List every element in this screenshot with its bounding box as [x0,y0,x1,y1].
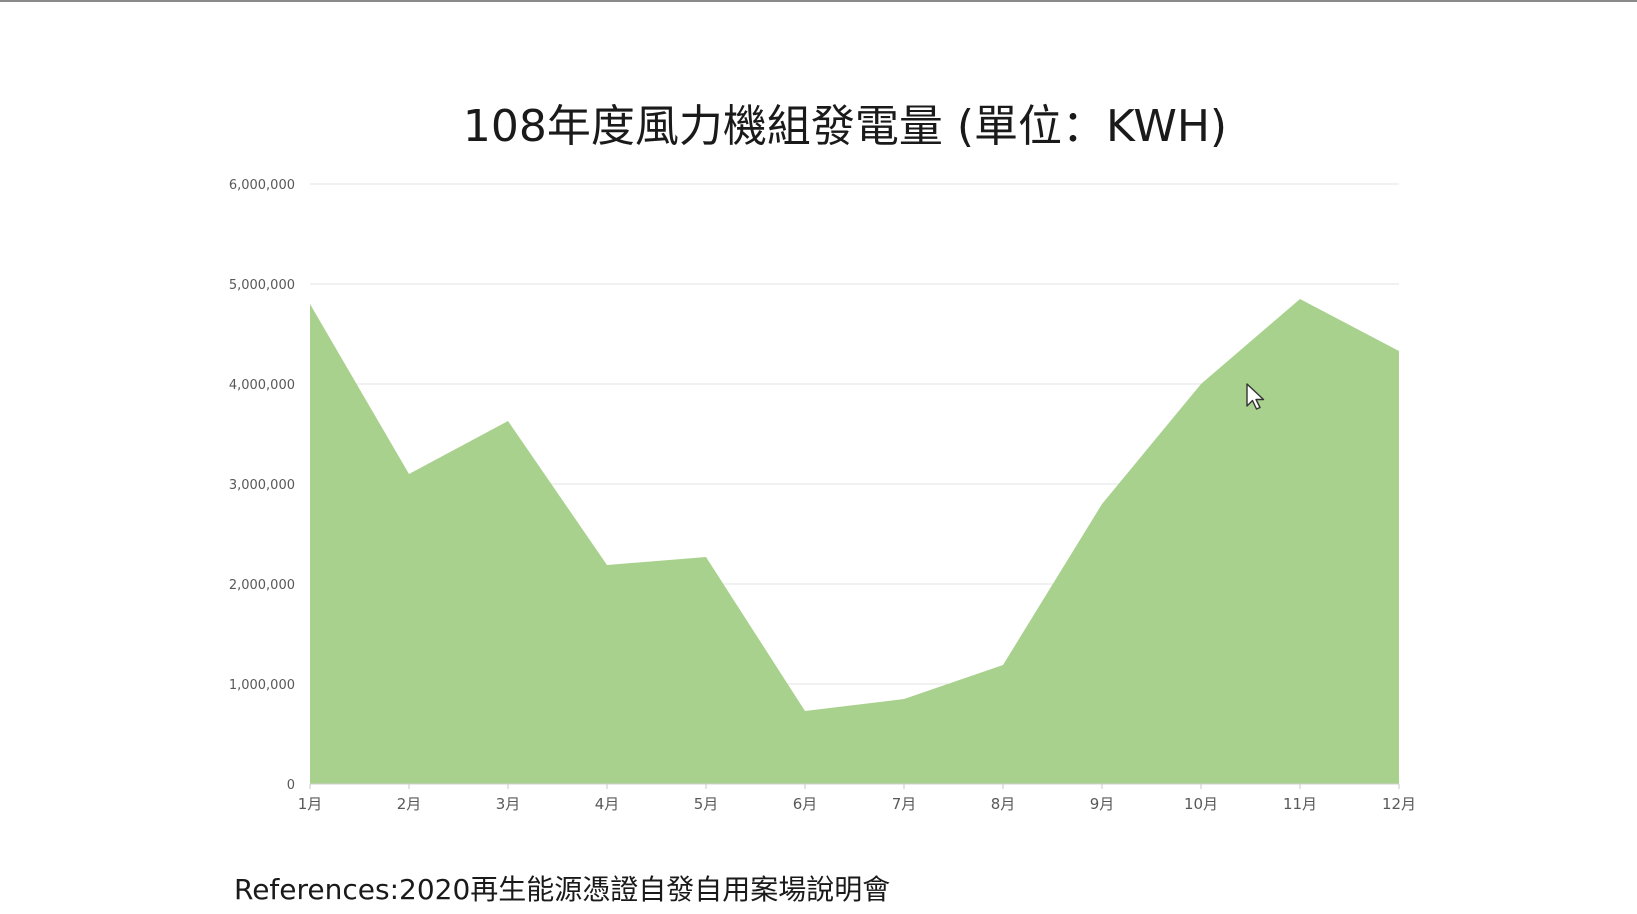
mouse-cursor-icon [1246,383,1265,410]
area-series [310,299,1399,784]
x-tick-label: 11月 [1283,795,1317,813]
x-tick-label: 10月 [1184,795,1218,813]
x-tick-label: 1月 [298,795,323,813]
y-tick-label: 4,000,000 [229,378,295,393]
x-tick-label: 9月 [1090,795,1115,813]
x-tick-label: 12月 [1382,795,1416,813]
x-tick-label: 8月 [991,795,1016,813]
y-tick-label: 3,000,000 [229,478,295,493]
x-tick-label: 5月 [694,795,719,813]
y-tick-label: 2,000,000 [229,578,295,593]
x-tick-label: 4月 [595,795,620,813]
reference-text: References:2020再生能源憑證自發自用案場說明會 [234,873,891,906]
y-tick-label: 0 [287,778,295,793]
top-border [0,0,1637,2]
x-tick-label: 2月 [397,795,422,813]
x-tick-label: 6月 [793,795,818,813]
x-tick-label: 3月 [496,795,521,813]
y-tick-label: 5,000,000 [229,278,295,293]
chart-title: 108年度風力機組發電量 (單位：KWH) [462,101,1228,152]
y-tick-label: 6,000,000 [229,178,295,193]
y-tick-label: 1,000,000 [229,678,295,693]
x-tick-label: 7月 [892,795,917,813]
